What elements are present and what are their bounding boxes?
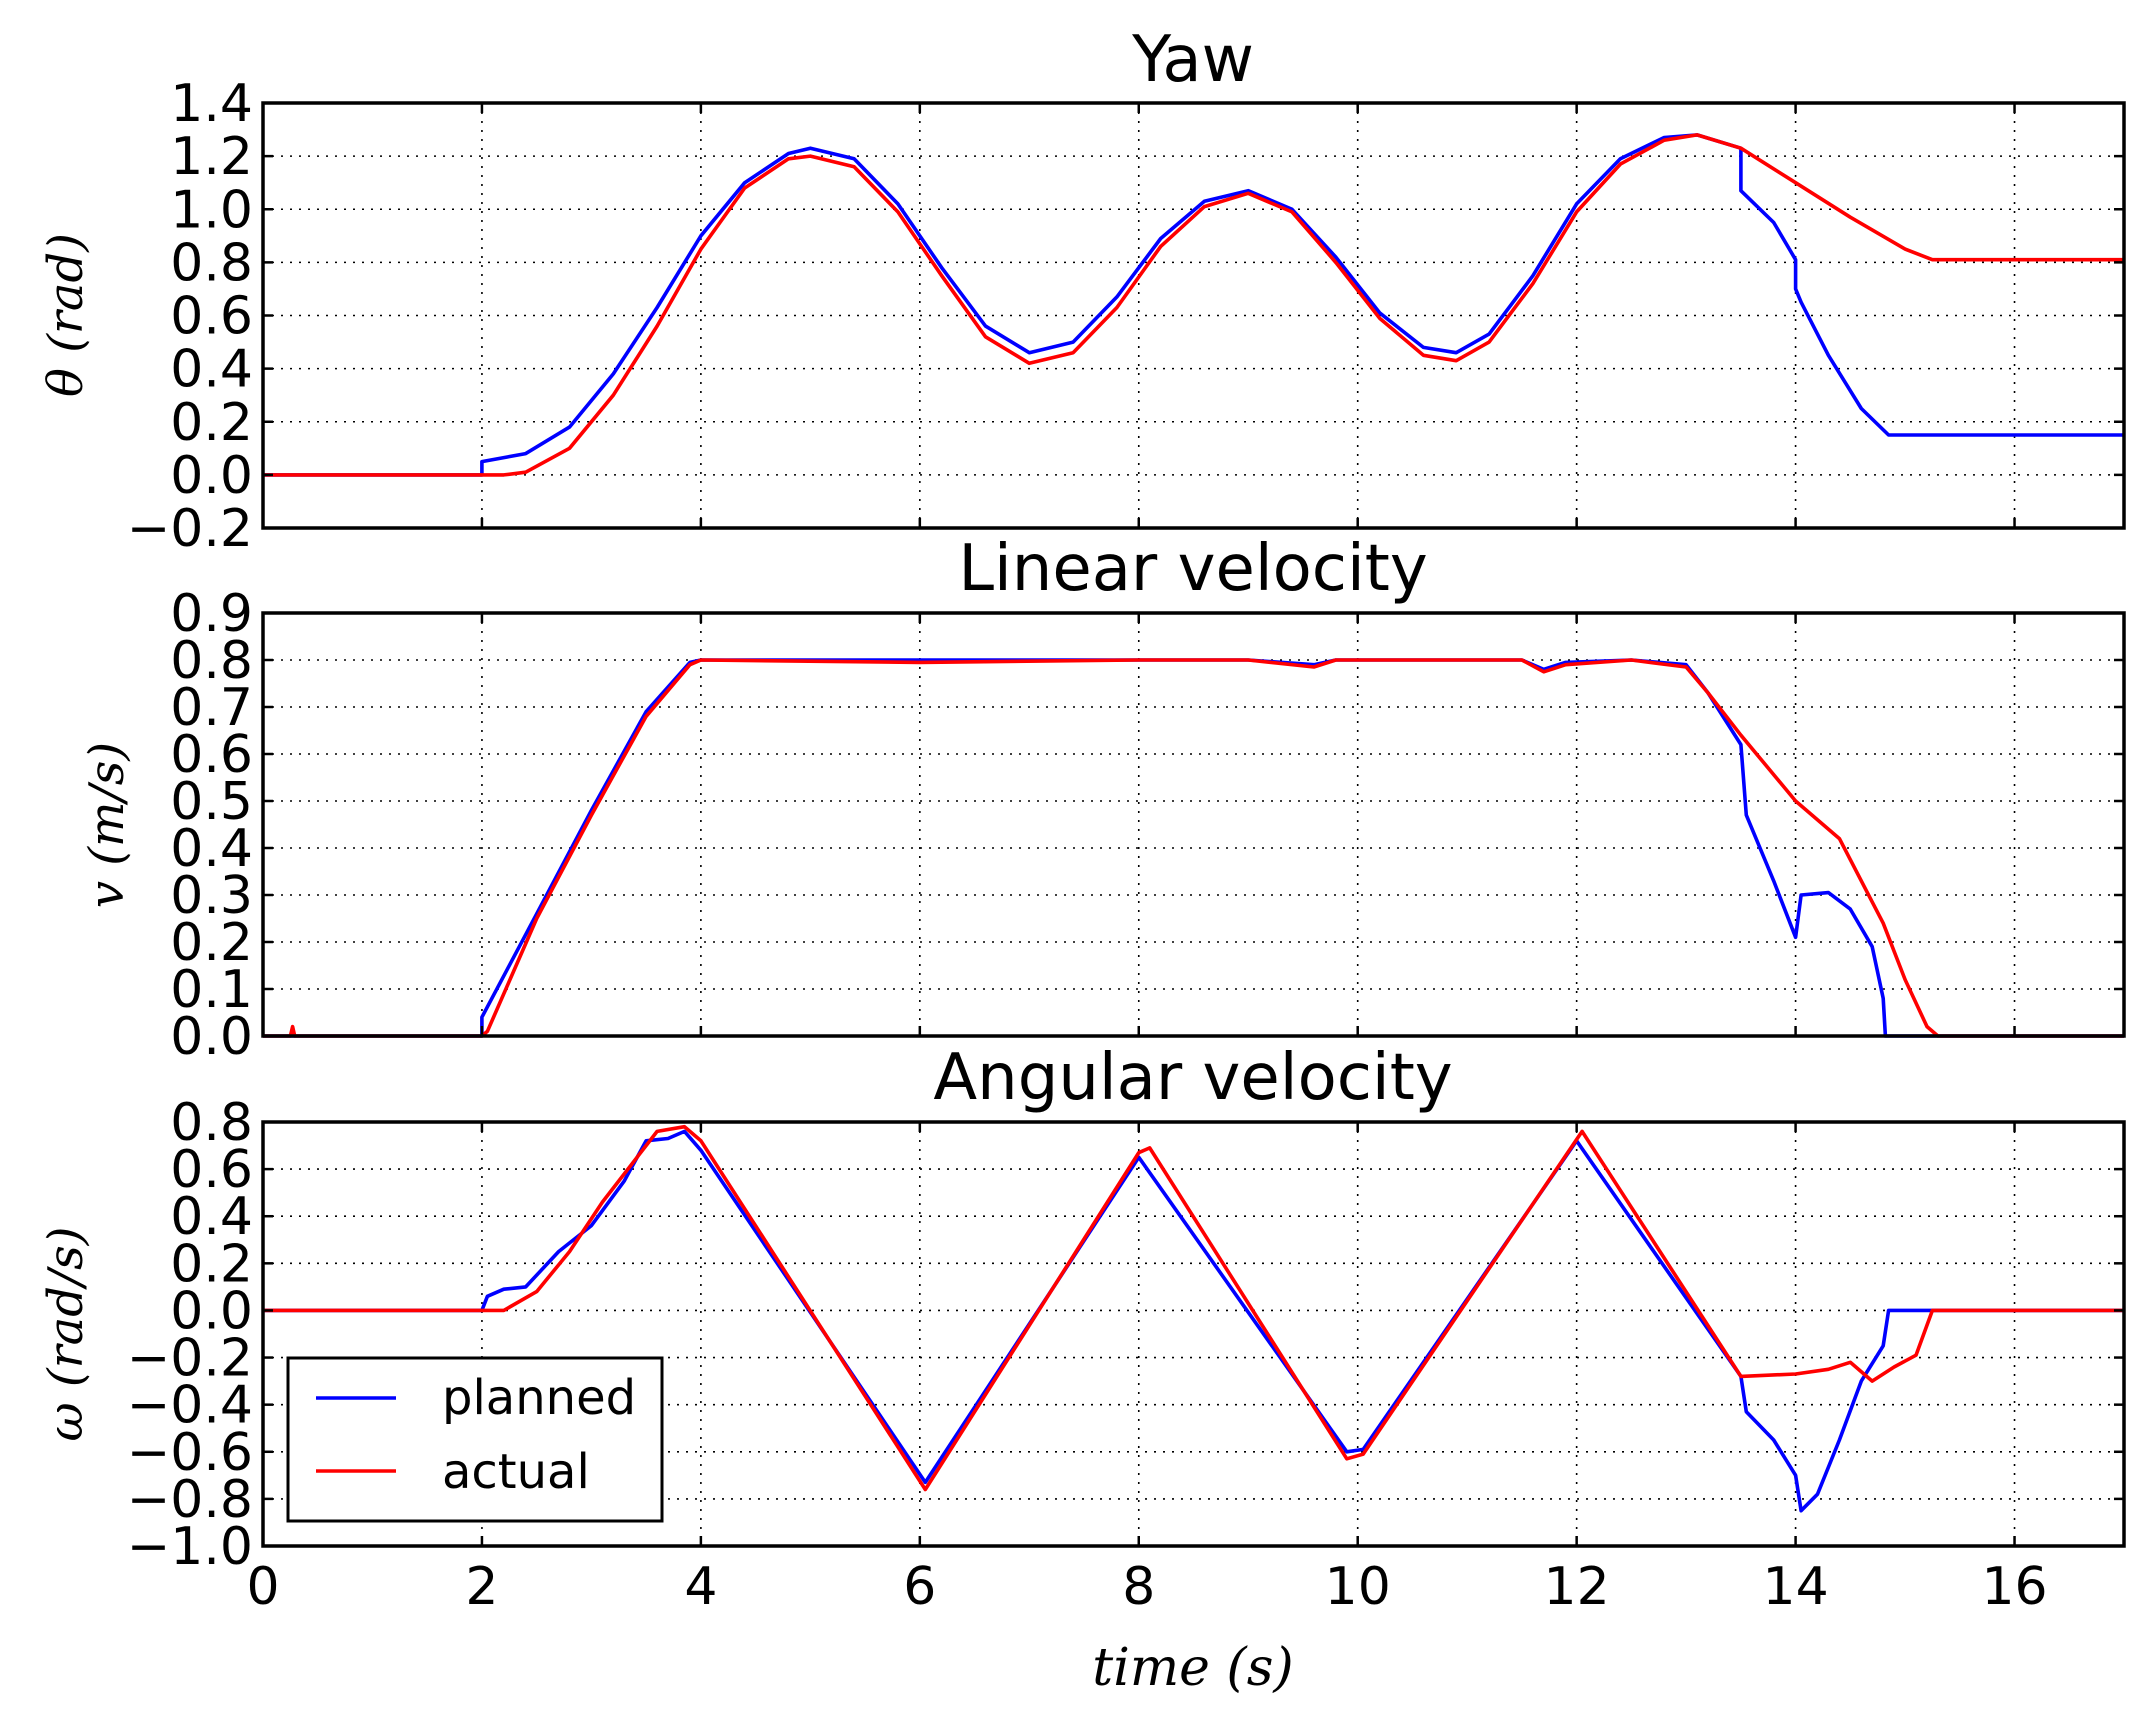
yaw-series-actual xyxy=(263,133,2124,477)
x-tick-label: 8 xyxy=(1122,1557,1155,1617)
angular-velocity-y-tick-label: 0.0 xyxy=(170,1281,253,1341)
linear-velocity-y-tick-label: 0.9 xyxy=(170,584,253,644)
linear-velocity-y-tick-label: 0.0 xyxy=(170,1007,253,1067)
linear-velocity-y-tick-label: 0.8 xyxy=(170,631,253,691)
yaw-ticks xyxy=(261,101,2124,530)
yaw-y-tick-label: 1.0 xyxy=(170,180,253,240)
linear-velocity-y-tick-label: 0.7 xyxy=(170,678,253,738)
angular-velocity-y-tick-label: 0.4 xyxy=(170,1187,253,1247)
yaw-series xyxy=(263,133,2124,477)
angular-velocity-y-tick-label: −0.6 xyxy=(127,1423,253,1483)
legend-actual-label: actual xyxy=(442,1444,590,1500)
x-axis-label: time (s) xyxy=(1092,1638,1293,1698)
legend-box xyxy=(286,1356,664,1523)
linear-velocity-y-axis-label: v (m/s) xyxy=(79,742,135,908)
angular-velocity-plot-frame xyxy=(261,1120,2126,1548)
linear-velocity-plot-frame xyxy=(261,611,2126,1038)
yaw-y-tick-label: 0.4 xyxy=(170,340,253,400)
linear-velocity-title: Linear velocity xyxy=(958,532,1427,606)
angular-velocity-y-tick-label: −0.4 xyxy=(127,1376,253,1436)
linear-velocity-series-planned xyxy=(263,658,2124,1038)
angular-velocity-y-tick-label: 0.8 xyxy=(170,1093,253,1153)
linear-velocity-y-tick-label: 0.6 xyxy=(170,725,253,785)
yaw-y-tick-label: 1.4 xyxy=(170,74,253,134)
yaw-y-tick-label: 0.8 xyxy=(170,233,253,293)
angular-velocity-y-axis-label: ω (rad/s) xyxy=(38,1227,94,1442)
linear-velocity-y-tick-label: 0.3 xyxy=(170,866,253,926)
angular-velocity-series-actual xyxy=(263,1124,2124,1492)
linear-velocity-series-actual xyxy=(263,658,2124,1038)
linear-velocity-grid xyxy=(263,613,2124,1036)
angular-velocity-y-tick-labels: −1.0−0.8−0.6−0.4−0.20.00.20.40.60.8 xyxy=(127,1093,253,1577)
angular-velocity-series xyxy=(263,1124,2124,1513)
x-tick-label: 10 xyxy=(1325,1557,1391,1617)
yaw-y-tick-label: −0.2 xyxy=(127,499,253,559)
angular-velocity-y-tick-label: −1.0 xyxy=(127,1517,253,1577)
linear-velocity-y-tick-labels: 0.00.10.20.30.40.50.60.70.80.9 xyxy=(170,584,253,1067)
yaw-y-axis-label: θ (rad) xyxy=(38,233,94,397)
panel-yaw: Yaw −0.20.00.20.40.60.81.01.21.4 θ (rad) xyxy=(38,23,2126,559)
panel-linear-velocity: Linear velocity 0.00.10.20.30.40.50.60.7… xyxy=(79,532,2126,1067)
angular-velocity-title: Angular velocity xyxy=(933,1041,1452,1115)
x-tick-label: 12 xyxy=(1544,1557,1610,1617)
linear-velocity-series xyxy=(263,658,2124,1038)
legend: planned actual xyxy=(286,1356,664,1523)
yaw-y-tick-label: 1.2 xyxy=(170,127,253,187)
angular-velocity-y-tick-label: 0.6 xyxy=(170,1140,253,1200)
angular-velocity-y-tick-label: −0.8 xyxy=(127,1470,253,1530)
yaw-series-planned xyxy=(263,133,2124,477)
panel-angular-velocity: Angular velocity −1.0−0.8−0.6−0.4−0.20.0… xyxy=(38,1041,2126,1698)
angular-velocity-series-planned xyxy=(263,1129,2124,1513)
linear-velocity-y-tick-label: 0.5 xyxy=(170,772,253,832)
legend-planned-label: planned xyxy=(442,1370,636,1426)
linear-velocity-y-tick-label: 0.4 xyxy=(170,819,253,879)
linear-velocity-ticks xyxy=(261,611,2124,1038)
yaw-y-tick-label: 0.2 xyxy=(170,393,253,453)
linear-velocity-y-tick-label: 0.1 xyxy=(170,960,253,1020)
angular-velocity-ticks xyxy=(261,1120,2124,1548)
x-tick-label: 4 xyxy=(684,1557,717,1617)
angular-velocity-y-tick-label: −0.2 xyxy=(127,1329,253,1389)
x-tick-label: 0 xyxy=(246,1557,279,1617)
yaw-y-tick-label: 0.0 xyxy=(170,446,253,506)
yaw-y-tick-label: 0.6 xyxy=(170,287,253,347)
linear-velocity-y-tick-label: 0.2 xyxy=(170,913,253,973)
x-tick-label: 16 xyxy=(1981,1557,2047,1617)
x-tick-label: 2 xyxy=(465,1557,498,1617)
x-tick-label: 14 xyxy=(1763,1557,1829,1617)
x-tick-label: 6 xyxy=(903,1557,936,1617)
yaw-y-tick-labels: −0.20.00.20.40.60.81.01.21.4 xyxy=(127,74,253,559)
angular-velocity-y-tick-label: 0.2 xyxy=(170,1234,253,1294)
yaw-title: Yaw xyxy=(1131,23,1254,97)
angular-velocity-x-tick-labels: 0 2 4 6 8 10 12 14 16 xyxy=(246,1557,2047,1617)
